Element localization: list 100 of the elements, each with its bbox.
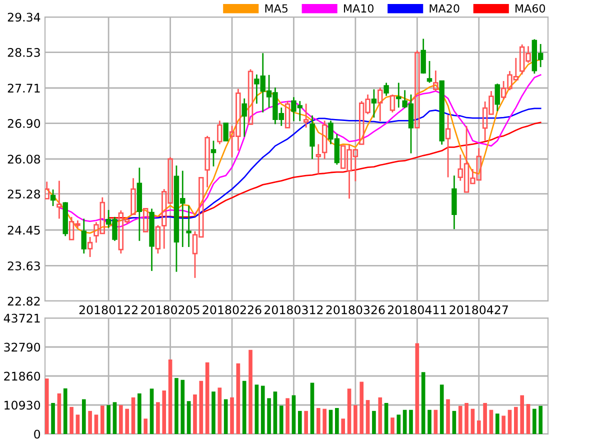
bar (470, 408, 475, 434)
bar (434, 410, 438, 434)
bar (483, 402, 487, 434)
bar (396, 414, 401, 434)
bar (106, 405, 110, 434)
bar (390, 418, 394, 434)
bar (335, 408, 339, 434)
x-tick-label: 20180411 (388, 305, 446, 314)
y-tick-label: 23.63 (8, 261, 40, 270)
bar (156, 402, 160, 434)
bar (51, 402, 55, 434)
bar (236, 363, 240, 434)
bar (508, 410, 512, 434)
bar (254, 384, 259, 434)
bar (354, 405, 358, 434)
bar (538, 406, 543, 434)
bar (138, 393, 142, 434)
x-tick-label: 20180312 (264, 305, 323, 314)
bar (458, 406, 462, 434)
bar (347, 388, 352, 434)
bar (119, 405, 123, 434)
x-tick-label: 20180122 (79, 305, 138, 314)
bar (94, 414, 98, 434)
candlestick (452, 174, 457, 230)
x-tick-label: 20180205 (141, 305, 200, 314)
bar (428, 410, 432, 434)
bar (514, 406, 518, 434)
legend-label: MA10 (344, 4, 374, 13)
y-tick-label: 22.82 (8, 296, 40, 306)
bar (366, 400, 370, 434)
candlestick (186, 204, 192, 248)
x-tick-label: 20180427 (450, 305, 508, 314)
bar (205, 362, 210, 434)
candlestick (371, 88, 377, 118)
bar (415, 343, 420, 434)
bar (88, 410, 92, 434)
bar (230, 397, 234, 434)
bar (168, 359, 172, 434)
y-tick-label: 29.34 (8, 12, 40, 22)
bar (174, 378, 178, 434)
candlestick (56, 180, 62, 220)
bar (298, 410, 302, 434)
bar (316, 408, 320, 434)
bar (144, 418, 148, 434)
bar (76, 414, 80, 434)
candlestick (303, 102, 309, 128)
bar (45, 378, 49, 434)
y-tick-label: 10930 (4, 400, 40, 410)
candlestick (136, 167, 142, 242)
bar (131, 397, 136, 434)
bar (193, 394, 197, 434)
legend-label: MA60 (516, 4, 546, 13)
bar (63, 388, 68, 434)
bar (532, 408, 536, 434)
bar (372, 410, 376, 434)
y-tick-label: 21860 (4, 372, 40, 381)
bar (378, 397, 382, 434)
bar (199, 380, 204, 434)
y-tick-label: 26.90 (8, 119, 40, 128)
candlestick (445, 114, 451, 178)
y-tick-label: 0 (34, 430, 40, 439)
y-tick-label: 28.53 (8, 48, 40, 57)
bar (125, 408, 129, 434)
y-tick-label: 43721 (4, 314, 40, 323)
bar (242, 380, 246, 434)
candlestick (149, 208, 154, 272)
y-tick-label: 24.45 (8, 226, 40, 235)
x-tick-label: 20180326 (326, 305, 385, 314)
bar (70, 406, 74, 434)
bar (384, 402, 388, 434)
bar (360, 382, 364, 434)
bar (286, 398, 290, 434)
bar (186, 401, 191, 434)
bar (212, 392, 216, 434)
bar (248, 350, 252, 434)
bar (260, 386, 265, 434)
bar (310, 382, 314, 434)
bar (150, 388, 154, 434)
bar (180, 380, 185, 434)
bar (446, 399, 450, 434)
bar (452, 410, 456, 434)
legend-label: MA20 (430, 4, 460, 13)
candlestick (310, 114, 315, 160)
bar (267, 398, 271, 434)
bar (341, 418, 346, 434)
bar (476, 420, 481, 434)
bar (162, 390, 166, 434)
bar (273, 392, 278, 434)
bar (421, 372, 426, 434)
bar (112, 402, 117, 434)
candlestick (316, 143, 322, 175)
legend-label: MA5 (265, 4, 288, 13)
candlestick (396, 82, 402, 108)
y-tick-label: 26.08 (8, 154, 40, 164)
bar (526, 404, 530, 434)
bar (218, 388, 222, 434)
bar (440, 384, 444, 434)
bar (304, 410, 308, 434)
bar (322, 408, 326, 434)
candlestick (242, 98, 247, 138)
